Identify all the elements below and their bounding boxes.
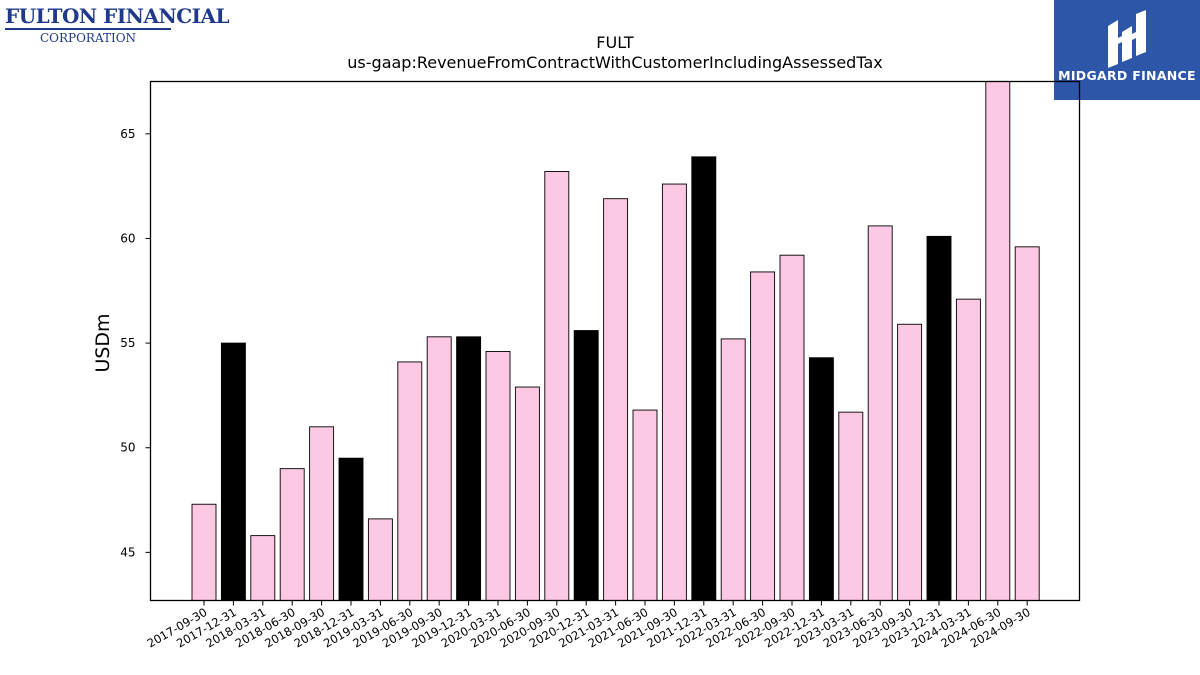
chart-title: FULT (596, 33, 634, 52)
bar-2023-09-30 (897, 323, 923, 601)
bar-2019-03-31 (367, 518, 393, 601)
bar-2020-06-30 (514, 386, 540, 601)
bar-2018-06-30 (279, 468, 305, 601)
bar-2018-09-30 (309, 426, 335, 601)
bar-2021-09-30 (661, 183, 687, 601)
chart-subtitle: us-gaap:RevenueFromContractWithCustomerI… (347, 53, 882, 72)
y-tick-label: 50 (120, 441, 135, 455)
bar-2022-06-30 (750, 271, 776, 601)
midgard-finance-logo: MIDGARD FINANCE (1054, 0, 1200, 100)
logo-divider (5, 28, 171, 30)
bar-2022-12-31 (808, 357, 834, 601)
x-axis-ticks: 2017-09-302017-12-312018-03-312018-06-30… (145, 600, 1033, 651)
bar-2017-09-30 (191, 503, 217, 601)
y-tick-label: 45 (120, 545, 135, 559)
logo-company-sub: CORPORATION (39, 30, 137, 45)
y-tick-label: 55 (120, 336, 135, 350)
bar-2021-03-31 (603, 198, 629, 601)
bars-group (191, 81, 1040, 601)
bar-2023-06-30 (867, 225, 893, 601)
y-axis-label: USDm (92, 313, 114, 372)
bar-2023-03-31 (838, 411, 864, 601)
bar-2021-06-30 (632, 409, 658, 601)
bar-2024-03-31 (955, 298, 981, 601)
bar-2022-09-30 (779, 254, 805, 601)
bar-2019-06-30 (397, 361, 423, 601)
bar-2024-09-30 (1014, 246, 1040, 601)
bar-2018-12-31 (338, 457, 364, 601)
y-tick-label: 60 (120, 231, 135, 245)
bar-2020-03-31 (485, 351, 511, 601)
bar-2022-03-31 (720, 338, 746, 601)
logo-brand-name: MIDGARD FINANCE (1058, 68, 1196, 83)
bar-2017-12-31 (220, 342, 246, 601)
plot-frame (149, 80, 1081, 602)
bar-2020-09-30 (544, 171, 570, 601)
midgard-mark-icon (1108, 10, 1146, 68)
bar-2020-12-31 (573, 330, 599, 601)
bar-2019-12-31 (456, 336, 482, 601)
bar-2021-12-31 (691, 156, 717, 601)
y-axis-ticks: 45 50 55 60 65 (120, 127, 151, 559)
bar-2019-09-30 (426, 336, 452, 601)
y-tick-label: 65 (120, 127, 135, 141)
bar-2023-12-31 (926, 235, 952, 601)
bar-2024-06-30 (985, 81, 1011, 601)
bar-2018-03-31 (250, 535, 276, 601)
